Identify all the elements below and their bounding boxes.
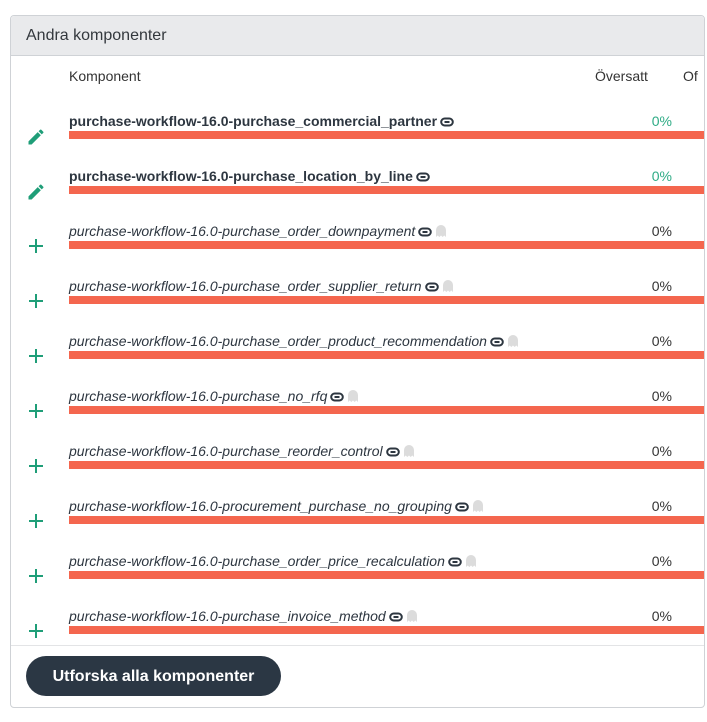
translation-progress-bar [69, 626, 704, 634]
translation-progress-bar [69, 296, 704, 304]
component-row[interactable]: purchase-workflow-16.0-purchase_order_pr… [11, 553, 704, 608]
plus-icon[interactable] [25, 622, 47, 644]
translated-percent[interactable]: 0% [651, 223, 672, 239]
component-name[interactable]: purchase-workflow-16.0-purchase_order_su… [69, 278, 454, 295]
ghost-icon [442, 279, 454, 295]
translated-percent[interactable]: 0% [651, 168, 672, 184]
ghost-icon [347, 389, 359, 405]
pencil-icon[interactable] [25, 127, 47, 149]
ghost-icon [465, 554, 477, 570]
link-icon[interactable] [416, 169, 430, 185]
component-row[interactable]: purchase-workflow-16.0-purchase_no_rfq 0% [11, 388, 704, 443]
component-name[interactable]: purchase-workflow-16.0-purchase_no_rfq [69, 388, 359, 405]
translation-progress-bar [69, 461, 704, 469]
component-name-text[interactable]: purchase-workflow-16.0-purchase_order_su… [69, 278, 422, 294]
translated-percent[interactable]: 0% [651, 608, 672, 624]
link-icon[interactable] [418, 224, 433, 240]
column-header-translated[interactable]: Översatt [595, 68, 648, 84]
component-name[interactable]: purchase-workflow-16.0-procurement_purch… [69, 498, 484, 515]
translated-percent[interactable]: 0% [651, 113, 672, 129]
link-icon[interactable] [424, 279, 439, 295]
component-name[interactable]: purchase-workflow-16.0-purchase_invoice_… [69, 608, 418, 625]
component-row[interactable]: purchase-workflow-16.0-procurement_purch… [11, 498, 704, 553]
component-name-text[interactable]: purchase-workflow-16.0-purchase_commerci… [69, 113, 438, 129]
translated-percent[interactable]: 0% [651, 498, 672, 514]
component-row[interactable]: purchase-workflow-16.0-purchase_order_pr… [11, 333, 704, 388]
panel-footer-divider [11, 645, 704, 646]
plus-icon[interactable] [25, 402, 47, 424]
component-row[interactable]: purchase-workflow-16.0-purchase_commerci… [11, 113, 704, 168]
component-row[interactable]: purchase-workflow-16.0-purchase_order_do… [11, 223, 704, 278]
component-name[interactable]: purchase-workflow-16.0-purchase_order_pr… [69, 553, 477, 570]
ghost-icon [435, 224, 447, 240]
ghost-icon [406, 609, 418, 625]
component-name[interactable]: purchase-workflow-16.0-purchase_location… [69, 168, 430, 185]
component-row[interactable]: purchase-workflow-16.0-purchase_reorder_… [11, 443, 704, 498]
other-components-panel: Andra komponenter Översatt Komponent Of … [10, 15, 705, 708]
component-name-text[interactable]: purchase-workflow-16.0-purchase_reorder_… [69, 443, 383, 459]
translation-progress-bar [69, 516, 704, 524]
component-row[interactable]: purchase-workflow-16.0-purchase_order_su… [11, 278, 704, 333]
plus-icon[interactable] [25, 237, 47, 259]
ghost-icon [403, 444, 415, 460]
component-name[interactable]: purchase-workflow-16.0-purchase_order_do… [69, 223, 447, 240]
translation-progress-bar [69, 131, 704, 139]
column-header-other[interactable]: Of [683, 68, 698, 84]
plus-icon[interactable] [25, 347, 47, 369]
plus-icon[interactable] [25, 567, 47, 589]
explore-all-components-button[interactable]: Utforska alla komponenter [26, 656, 281, 696]
translation-progress-bar [69, 186, 704, 194]
link-icon[interactable] [388, 609, 403, 625]
component-name[interactable]: purchase-workflow-16.0-purchase_commerci… [69, 113, 454, 130]
plus-icon[interactable] [25, 292, 47, 314]
component-name[interactable]: purchase-workflow-16.0-purchase_reorder_… [69, 443, 415, 460]
plus-icon[interactable] [25, 512, 47, 534]
component-name-text[interactable]: purchase-workflow-16.0-purchase_order_pr… [69, 333, 487, 349]
translation-progress-bar [69, 351, 704, 359]
translation-progress-bar [69, 241, 704, 249]
translation-progress-bar [69, 406, 704, 414]
ghost-icon [472, 499, 484, 515]
pencil-icon[interactable] [25, 182, 47, 204]
ghost-icon [507, 334, 519, 350]
translated-percent[interactable]: 0% [651, 333, 672, 349]
component-name-text[interactable]: purchase-workflow-16.0-purchase_invoice_… [69, 608, 386, 624]
component-row[interactable]: purchase-workflow-16.0-purchase_location… [11, 168, 704, 223]
component-name-text[interactable]: purchase-workflow-16.0-purchase_no_rfq [69, 388, 328, 404]
component-name-text[interactable]: purchase-workflow-16.0-procurement_purch… [69, 498, 452, 514]
link-icon[interactable] [455, 499, 469, 515]
link-icon[interactable] [440, 114, 454, 130]
component-name-text[interactable]: purchase-workflow-16.0-purchase_order_pr… [69, 553, 445, 569]
plus-icon[interactable] [25, 457, 47, 479]
translation-progress-bar [69, 571, 704, 579]
link-icon[interactable] [448, 554, 462, 570]
component-name-text[interactable]: purchase-workflow-16.0-purchase_order_do… [69, 223, 416, 239]
link-icon[interactable] [330, 389, 345, 405]
panel-title: Andra komponenter [11, 16, 704, 56]
column-header-component[interactable]: Komponent [69, 68, 141, 84]
link-icon[interactable] [385, 444, 400, 460]
component-name[interactable]: purchase-workflow-16.0-purchase_order_pr… [69, 333, 519, 350]
component-name-text[interactable]: purchase-workflow-16.0-purchase_location… [69, 168, 413, 184]
translated-percent[interactable]: 0% [651, 278, 672, 294]
translated-percent[interactable]: 0% [651, 388, 672, 404]
translated-percent[interactable]: 0% [651, 443, 672, 459]
component-row[interactable]: purchase-workflow-16.0-purchase_invoice_… [11, 608, 704, 663]
link-icon[interactable] [490, 334, 504, 350]
translated-percent[interactable]: 0% [651, 553, 672, 569]
